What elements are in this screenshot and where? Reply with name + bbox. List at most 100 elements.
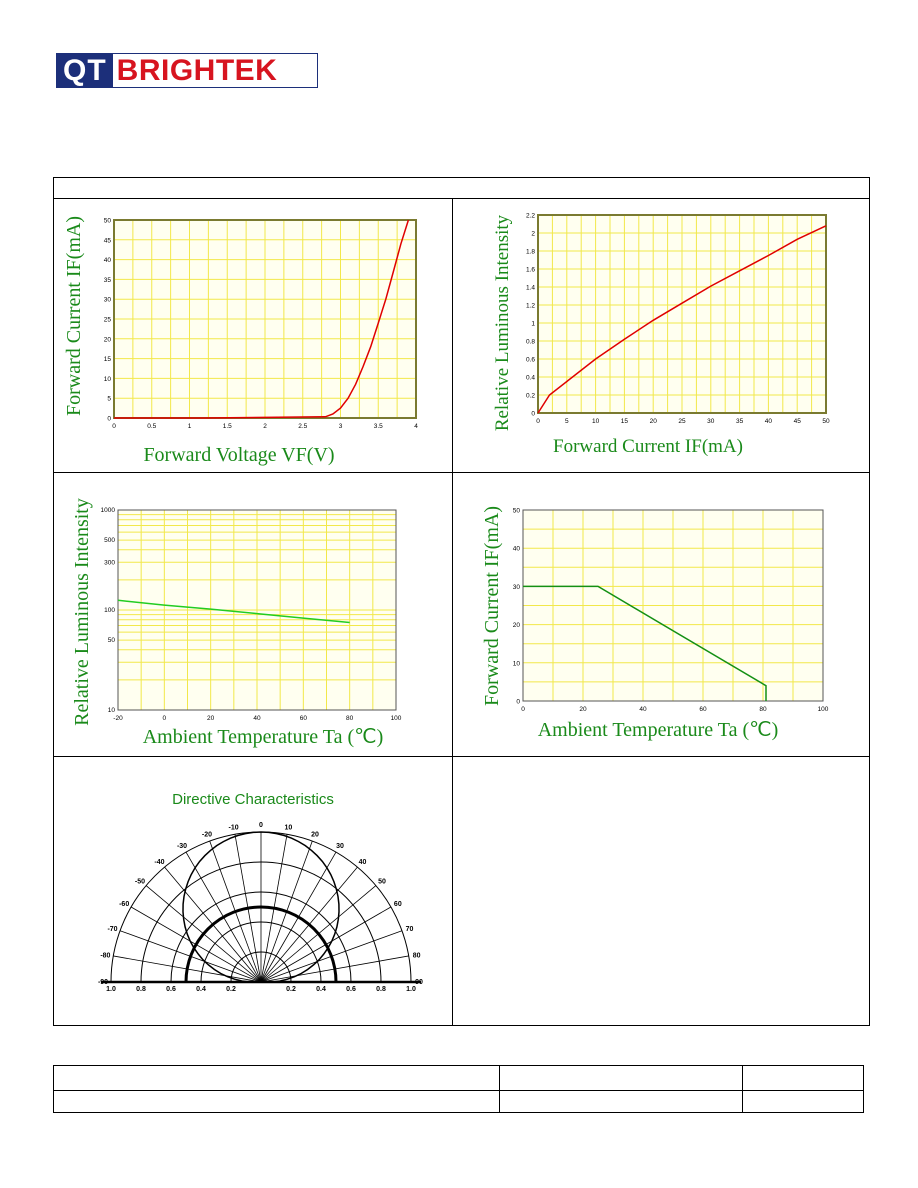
polar-angle-label: 70	[406, 926, 414, 933]
y-tick-label: 20	[104, 336, 112, 343]
x-tick-label: 1	[188, 423, 192, 430]
y-tick-label: 500	[104, 537, 115, 544]
polar-angle-label: -10	[229, 824, 239, 831]
x-tick-label: 40	[639, 706, 647, 713]
x-tick-label: 40	[765, 418, 773, 425]
chart-forward-current-vs-temperature: 0 20 40 60 80 100 0 10 20 30 40 50 Ambient Temperatu…	[481, 506, 829, 741]
plot-frame	[117, 509, 397, 711]
y-tick-label: 10	[104, 376, 112, 383]
series-line	[523, 585, 767, 701]
y-tick-label: 0	[107, 416, 111, 423]
footer-table	[53, 1065, 864, 1113]
x-tick-label: 2.5	[298, 423, 307, 430]
y-tick-label: 1.2	[526, 303, 535, 310]
x-tick-label: 60	[300, 715, 308, 722]
y-tick-label: 1000	[101, 507, 116, 514]
x-tick-label: -20	[113, 715, 123, 722]
y-tick-label: 0.2	[526, 393, 535, 400]
polar-angle-label: 80	[413, 953, 421, 960]
y-tick-label: 0	[516, 699, 520, 706]
y-axis-title: Forward Current IF(mA)	[481, 506, 503, 706]
row-divider-2	[53, 756, 870, 757]
polar-angle-label: 0	[259, 822, 263, 829]
header-divider	[53, 198, 870, 199]
x-tick-label: 0	[536, 418, 540, 425]
x-tick-label: 5	[565, 418, 569, 425]
company-logo: QT BRIGHTEK	[56, 53, 318, 88]
x-tick-label: 45	[794, 418, 802, 425]
y-tick-label: 25	[104, 317, 112, 324]
x-tick-label: 50	[822, 418, 830, 425]
x-tick-label: 20	[207, 715, 215, 722]
polar-radial-label: 0.6	[166, 986, 176, 993]
polar-angle-label: -50	[135, 878, 145, 885]
polar-angle-label: -40	[154, 859, 164, 866]
y-tick-label: 30	[104, 297, 112, 304]
y-tick-label: 2.2	[526, 213, 535, 220]
logo-qt: QT	[57, 54, 113, 87]
polar-angle-label: -70	[107, 926, 117, 933]
charts-frame	[53, 177, 870, 1026]
y-tick-label: 1.6	[526, 267, 535, 274]
y-tick-label: 30	[513, 584, 521, 591]
y-tick-label: 50	[108, 637, 116, 644]
x-tick-label: 3.5	[374, 423, 383, 430]
y-tick-label: 0.6	[526, 357, 535, 364]
chart-luminous-intensity-vs-current: 0 5 10 15 20 25 30 35 40 45 50 0 0.2 0.4 0.6 0.8 1 1.2 1.4…	[492, 213, 830, 458]
chart-luminous-intensity-vs-temperature: -20 0 20 40 60 80 100 10 50 100 300 500 1000 Ambient …	[71, 498, 402, 748]
y-tick-label: 20	[513, 622, 521, 629]
polar-radial-label: 0.4	[316, 986, 326, 993]
polar-angle-label: 40	[359, 859, 367, 866]
polar-angle-label: 50	[378, 878, 386, 885]
y-tick-label: 50	[513, 508, 521, 515]
directive-characteristics-diagram: Directive Characteristics -10 -20 -30 -40 -5…	[98, 791, 423, 993]
y-tick-label: 10	[108, 707, 116, 714]
x-tick-label: 100	[391, 715, 402, 722]
column-divider	[452, 198, 453, 1026]
y-tick-label: 1.4	[526, 285, 535, 292]
x-tick-label: 1.5	[223, 423, 232, 430]
x-axis-title: Ambient Temperature Ta (℃)	[143, 726, 384, 748]
polar-angle-label: 10	[285, 824, 293, 831]
polar-pattern	[182, 831, 340, 983]
x-tick-label: 100	[818, 706, 829, 713]
polar-radial-label: 0.8	[136, 986, 146, 993]
x-tick-label: 0	[163, 715, 167, 722]
y-tick-label: 0.4	[526, 375, 535, 382]
y-tick-label: 5	[107, 396, 111, 403]
plot-frame	[537, 214, 827, 414]
polar-angle-label: 60	[394, 901, 402, 908]
polar-radial-label: 0.2	[286, 986, 296, 993]
series-line	[117, 599, 350, 624]
series-line	[114, 219, 410, 419]
x-axis-title: Forward Voltage VF(V)	[143, 444, 334, 466]
y-tick-label: 2	[531, 231, 535, 238]
plot-frame	[522, 509, 824, 702]
y-axis-title: Relative Luminous Intensity	[492, 214, 513, 431]
x-tick-label: 20	[579, 706, 587, 713]
y-axis-title: Forward Current IF(mA)	[63, 216, 85, 416]
row-divider-1	[53, 472, 870, 473]
polar-angle-label: 30	[336, 843, 344, 850]
x-tick-label: 20	[650, 418, 658, 425]
x-tick-label: 10	[592, 418, 600, 425]
x-tick-label: 4	[414, 423, 418, 430]
polar-title: Directive Characteristics	[172, 791, 334, 808]
polar-radial-label: 0.8	[376, 986, 386, 993]
y-tick-label: 40	[104, 257, 112, 264]
polar-angle-label: 90	[415, 979, 423, 986]
y-tick-label: 0	[531, 411, 535, 418]
polar-radial-label: 0.2	[226, 986, 236, 993]
x-tick-label: 80	[346, 715, 354, 722]
y-tick-label: 100	[104, 607, 115, 614]
x-tick-label: 40	[253, 715, 261, 722]
polar-angle-label: -90	[98, 979, 108, 986]
polar-radial-label: 0.6	[346, 986, 356, 993]
polar-angle-label: -20	[202, 832, 212, 839]
x-tick-label: 35	[736, 418, 744, 425]
y-tick-label: 1.8	[526, 249, 535, 256]
x-axis-title: Forward Current IF(mA)	[553, 436, 743, 457]
y-tick-label: 50	[104, 218, 112, 225]
x-tick-label: 2	[263, 423, 267, 430]
x-tick-label: 0	[112, 423, 116, 430]
